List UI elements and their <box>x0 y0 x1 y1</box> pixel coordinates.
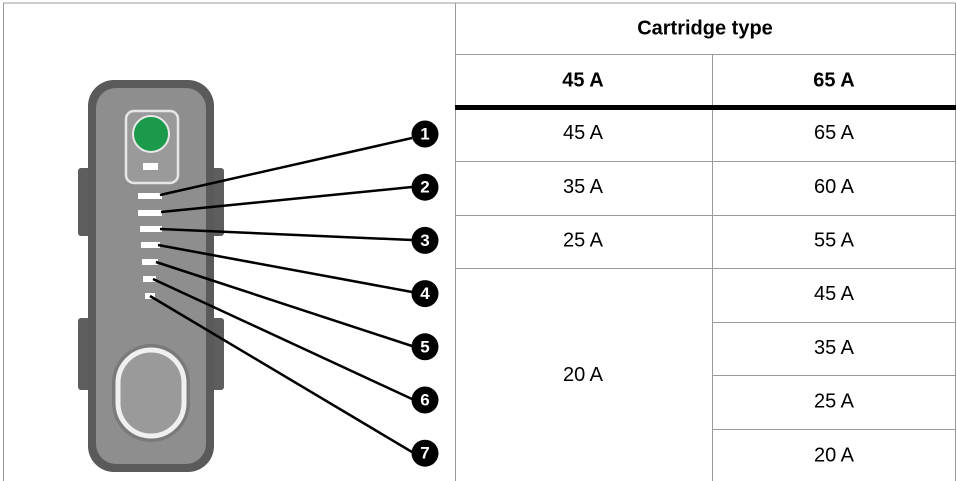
callout-number: 3 <box>420 231 429 250</box>
cell: 45 A <box>814 283 855 305</box>
device-illustration <box>78 80 224 472</box>
callout-badge <box>411 120 439 148</box>
table-grid <box>3 2 956 481</box>
callouts: 1 2 3 4 5 6 7 <box>411 120 439 467</box>
callout-number: 7 <box>420 444 429 463</box>
cell: 60 A <box>814 176 855 198</box>
cell: 45 A <box>563 122 604 144</box>
cell: 55 A <box>814 230 855 252</box>
column-header: 45 A <box>562 69 604 91</box>
callout-number: 4 <box>420 284 430 303</box>
callout-number: 5 <box>420 337 429 356</box>
cell: 35 A <box>563 176 604 198</box>
callout-badge <box>411 226 439 254</box>
callout-badge <box>411 173 439 201</box>
callout-number: 2 <box>420 178 429 197</box>
callout-badge <box>411 386 439 414</box>
callout-badge <box>411 333 439 361</box>
cell: 35 A <box>814 337 855 359</box>
cell: 20 A <box>814 444 855 466</box>
cell: 65 A <box>814 122 855 144</box>
leader-lines <box>149 136 413 454</box>
cell: 25 A <box>814 391 855 413</box>
cell: 25 A <box>563 230 604 252</box>
callout-number: 6 <box>420 390 429 409</box>
callout-badge <box>411 280 439 308</box>
callout-badge <box>411 439 439 467</box>
header-title: Cartridge type <box>637 17 773 39</box>
callout-number: 1 <box>420 124 429 143</box>
column-header: 65 A <box>813 69 855 91</box>
cell: 20 A <box>563 364 604 386</box>
